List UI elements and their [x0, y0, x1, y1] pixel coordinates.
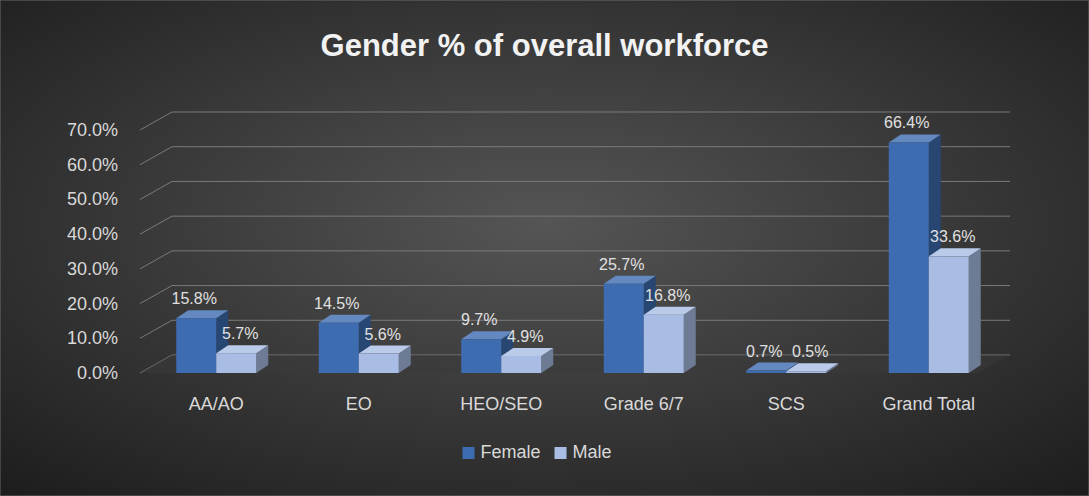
legend-swatch — [555, 447, 567, 459]
bars — [176, 134, 981, 373]
data-label: 33.6% — [930, 228, 975, 245]
y-tick-label: 10.0% — [67, 328, 118, 348]
bar — [889, 142, 929, 373]
bar-side — [684, 307, 696, 373]
y-tick-label: 30.0% — [67, 259, 118, 279]
bar-top — [319, 315, 371, 323]
bar-top — [501, 348, 553, 356]
y-tick-label: 40.0% — [67, 224, 118, 244]
data-label: 15.8% — [172, 290, 217, 307]
bar — [461, 339, 501, 373]
bar-top — [604, 276, 656, 284]
bar-top — [359, 346, 411, 354]
grid-line — [140, 112, 1010, 130]
grid-line — [140, 320, 1010, 338]
bar-top — [889, 134, 941, 142]
background — [0, 0, 1089, 496]
y-tick-label: 50.0% — [67, 189, 118, 209]
data-label: 9.7% — [461, 311, 497, 328]
grid-line — [140, 286, 1010, 304]
bar-top — [216, 345, 268, 353]
y-tick-label: 0.0% — [77, 363, 118, 383]
bar — [644, 315, 684, 373]
bar — [359, 354, 399, 373]
x-tick-label: Grand Total — [882, 394, 975, 414]
grid-line — [140, 355, 1010, 373]
bar-top — [644, 307, 696, 315]
bar-top — [786, 363, 838, 371]
grid-line — [140, 181, 1010, 199]
legend-label: Female — [481, 442, 541, 462]
title: Gender % of overall workforce — [321, 28, 769, 63]
data-label: 14.5% — [314, 295, 359, 312]
data-label: 5.6% — [365, 326, 401, 343]
data-label: 25.7% — [599, 256, 644, 273]
bar — [501, 356, 541, 373]
data-label: 5.7% — [222, 325, 258, 342]
x-tick-label: HEO/SEO — [460, 394, 542, 414]
bar — [216, 353, 256, 373]
grid-line — [140, 216, 1010, 234]
bar — [176, 318, 216, 373]
bar — [929, 256, 969, 373]
y-tick-label: 60.0% — [67, 155, 118, 175]
bar — [746, 371, 786, 373]
legend-label: Male — [573, 442, 612, 462]
data-labels: 15.8% 5.7% 14.5% 5.6% 9.7% 4.9% 25.7%16.8% 0.7%… — [172, 114, 976, 360]
chart: Gender % of overall workforce 0.0% 10.0% 20… — [0, 0, 1089, 496]
bar — [604, 284, 644, 373]
x-tick-label: AA/AO — [189, 394, 244, 414]
x-tick-label: Grade 6/7 — [604, 394, 684, 414]
grid-line — [140, 147, 1010, 165]
y-tick-label: 70.0% — [67, 120, 118, 140]
data-label: 16.8% — [645, 287, 690, 304]
legend-swatch — [463, 447, 475, 459]
bar — [319, 323, 359, 373]
bar-top — [929, 248, 981, 256]
bar-top — [461, 331, 513, 339]
bar-top — [176, 310, 228, 318]
x-tick-label: EO — [346, 394, 372, 414]
x-tick-label: SCS — [768, 394, 805, 414]
y-tick-label: 20.0% — [67, 294, 118, 314]
data-label: 66.4% — [884, 114, 929, 131]
grid-line — [140, 251, 1010, 269]
bar — [786, 371, 826, 373]
floor — [140, 355, 1010, 373]
data-label: 0.5% — [792, 343, 828, 360]
data-label: 4.9% — [507, 328, 543, 345]
legend: Female Male — [463, 442, 612, 462]
bar-side — [969, 248, 981, 373]
data-label: 0.7% — [746, 343, 782, 360]
